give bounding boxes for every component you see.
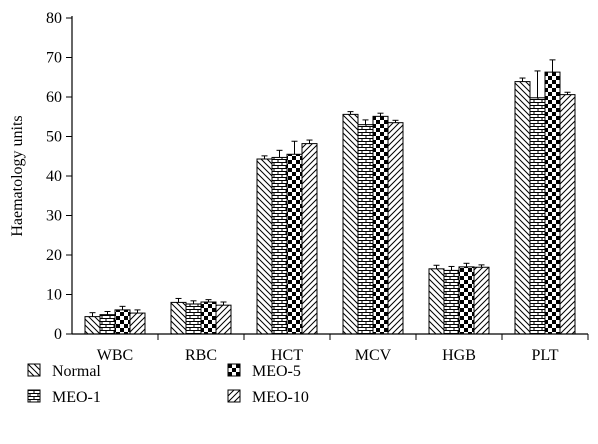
bar xyxy=(129,312,146,335)
x-tick-label: MCV xyxy=(355,347,392,364)
y-tick-label: 40 xyxy=(46,168,62,185)
y-axis: 0 10 20 30 40 50 60 70 80 xyxy=(46,10,73,343)
bar xyxy=(458,266,475,335)
y-tick-label: 30 xyxy=(46,208,62,225)
x-tick-label: HCT xyxy=(271,347,303,364)
legend-swatch xyxy=(27,363,41,377)
bar xyxy=(428,268,445,335)
x-tick-label: RBC xyxy=(185,347,217,364)
bar xyxy=(529,97,546,335)
y-axis-title: Haematology units xyxy=(9,115,26,236)
x-tick-label: HGB xyxy=(442,347,476,364)
bar xyxy=(372,115,389,335)
y-tick-label: 50 xyxy=(46,129,62,146)
y-tick-label: 10 xyxy=(46,287,62,304)
bar xyxy=(271,156,288,335)
bar xyxy=(443,269,460,335)
y-tick-label: 20 xyxy=(46,247,62,264)
x-tick-label: WBC xyxy=(97,347,133,364)
bar xyxy=(84,316,101,335)
bar xyxy=(387,122,404,335)
plot-area xyxy=(84,59,576,335)
bar xyxy=(357,124,374,335)
legend-swatch xyxy=(227,363,241,377)
bar xyxy=(301,143,318,335)
legend-label: Normal xyxy=(52,363,101,380)
bar xyxy=(473,266,490,335)
y-tick-label: 70 xyxy=(46,50,62,67)
legend-label: MEO-10 xyxy=(252,389,309,406)
bar xyxy=(256,158,273,335)
bar xyxy=(185,303,202,335)
y-tick-label: 80 xyxy=(46,10,62,27)
bar xyxy=(99,314,116,335)
legend-swatch xyxy=(27,389,41,403)
legend-swatch xyxy=(227,389,241,403)
x-axis: WBC RBC HCT MCV HGB PLT xyxy=(72,333,589,364)
bar xyxy=(215,304,232,335)
bar xyxy=(170,301,187,335)
bar xyxy=(514,81,531,335)
bar xyxy=(114,309,131,335)
bar xyxy=(200,301,217,335)
bar xyxy=(286,153,303,335)
bar xyxy=(559,94,576,335)
legend-label: MEO-5 xyxy=(252,363,301,380)
bar xyxy=(342,113,359,335)
x-tick-label: PLT xyxy=(532,347,559,364)
legend: Normal MEO-1 MEO-5 MEO-10 xyxy=(27,363,309,406)
y-tick-label: 60 xyxy=(46,89,62,106)
y-tick-label: 0 xyxy=(54,326,62,343)
legend-label: MEO-1 xyxy=(52,389,101,406)
bar xyxy=(544,71,561,335)
